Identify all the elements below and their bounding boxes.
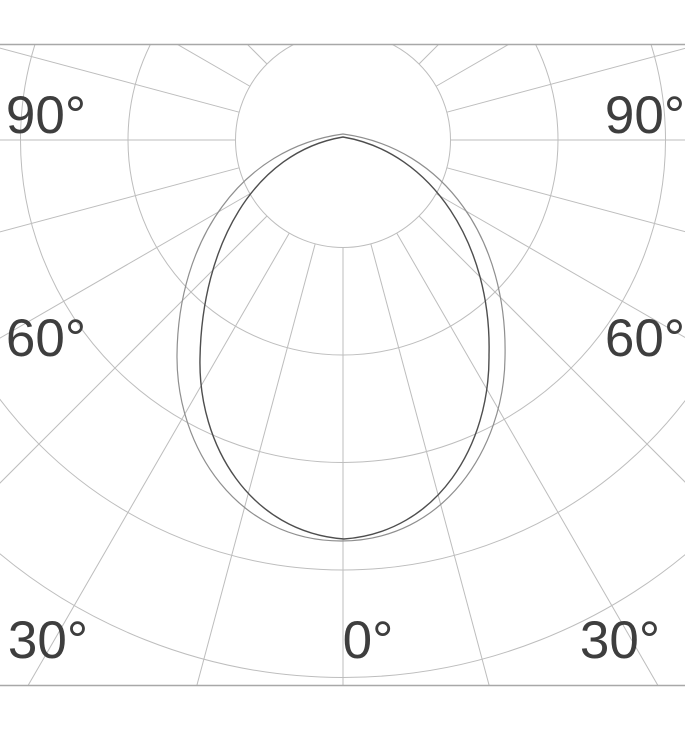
grid-radial-120 xyxy=(435,45,509,87)
grid-radial--45 xyxy=(0,215,268,484)
angle-label-60-right: 60° xyxy=(605,309,685,368)
grid-radial--75 xyxy=(0,167,240,233)
angle-label-0-center: 0° xyxy=(343,611,394,670)
angle-label-30-right: 30° xyxy=(580,611,660,670)
grid-radial--15 xyxy=(196,243,316,685)
angle-label-60-left: 60° xyxy=(6,309,86,368)
intensity-curves xyxy=(176,133,506,542)
grid-radial-75 xyxy=(446,167,685,233)
grid-radial--105 xyxy=(0,47,240,113)
angle-labels: 90° 90° 60° 60° 30° 0° 30° xyxy=(6,86,685,670)
grid-radial-15 xyxy=(370,243,490,685)
angle-label-30-left: 30° xyxy=(8,611,88,670)
grid-radial--60 xyxy=(0,193,251,339)
grid-radial-135 xyxy=(418,45,439,65)
grid-radial--30 xyxy=(27,232,290,685)
intensity-curve-wide xyxy=(176,133,506,542)
grid-radial--120 xyxy=(177,45,251,87)
grid-radial-30 xyxy=(396,232,659,685)
grid-radial-60 xyxy=(435,193,685,339)
chart-frame-lines xyxy=(0,43,685,687)
angle-label-90-right: 90° xyxy=(605,86,685,145)
grid-ring-1 xyxy=(235,45,451,248)
angle-label-90-left: 90° xyxy=(6,86,86,145)
grid-radial--135 xyxy=(247,45,268,65)
grid-radial-105 xyxy=(446,47,685,113)
grid-radial-45 xyxy=(418,215,685,483)
intensity-curve-narrow xyxy=(199,136,490,540)
